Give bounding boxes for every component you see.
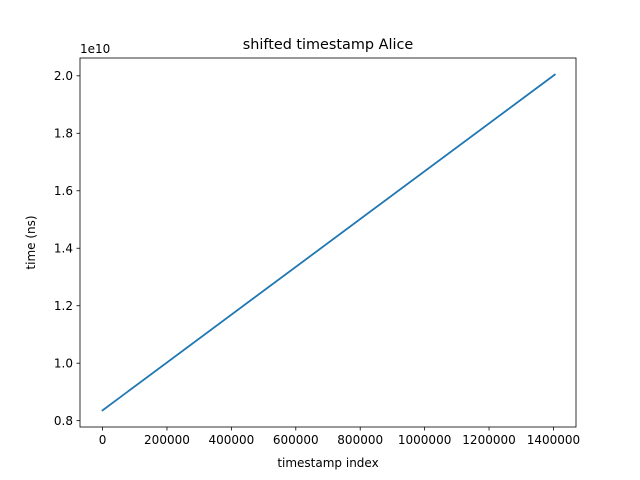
y-tick-label: 1.6 — [54, 184, 73, 198]
y-tick-label: 1.2 — [54, 299, 73, 313]
plot-frame — [79, 57, 577, 428]
x-tick-label: 0 — [99, 433, 107, 447]
x-axis-label: timestamp index — [277, 456, 378, 470]
x-tick-label: 600000 — [273, 433, 319, 447]
series-layer — [101, 73, 556, 412]
x-tick-label: 1000000 — [398, 433, 451, 447]
x-tick-label: 200000 — [144, 433, 190, 447]
y-axis-label: time (ns) — [24, 215, 38, 269]
chart-title: shifted timestamp Alice — [243, 37, 414, 53]
y-tick-label: 1.0 — [54, 357, 73, 371]
y-tick-label: 2.0 — [54, 69, 73, 83]
x-tick-label: 1200000 — [462, 433, 515, 447]
y-axis-ticks: 0.8 1.0 1.2 1.4 1.6 1.8 2.0 — [54, 69, 80, 428]
y-tick-label: 0.8 — [54, 414, 73, 428]
y-axis-offset-label: 1e10 — [80, 42, 110, 56]
x-tick-label: 400000 — [208, 433, 254, 447]
y-tick-label: 1.8 — [54, 127, 73, 141]
series-line — [101, 73, 556, 412]
x-axis-ticks: 0 200000 400000 600000 800000 1000000 1200000 1… — [99, 427, 580, 447]
x-tick-label: 800000 — [337, 433, 383, 447]
x-tick-label: 1400000 — [527, 433, 580, 447]
y-tick-label: 1.4 — [54, 242, 73, 256]
